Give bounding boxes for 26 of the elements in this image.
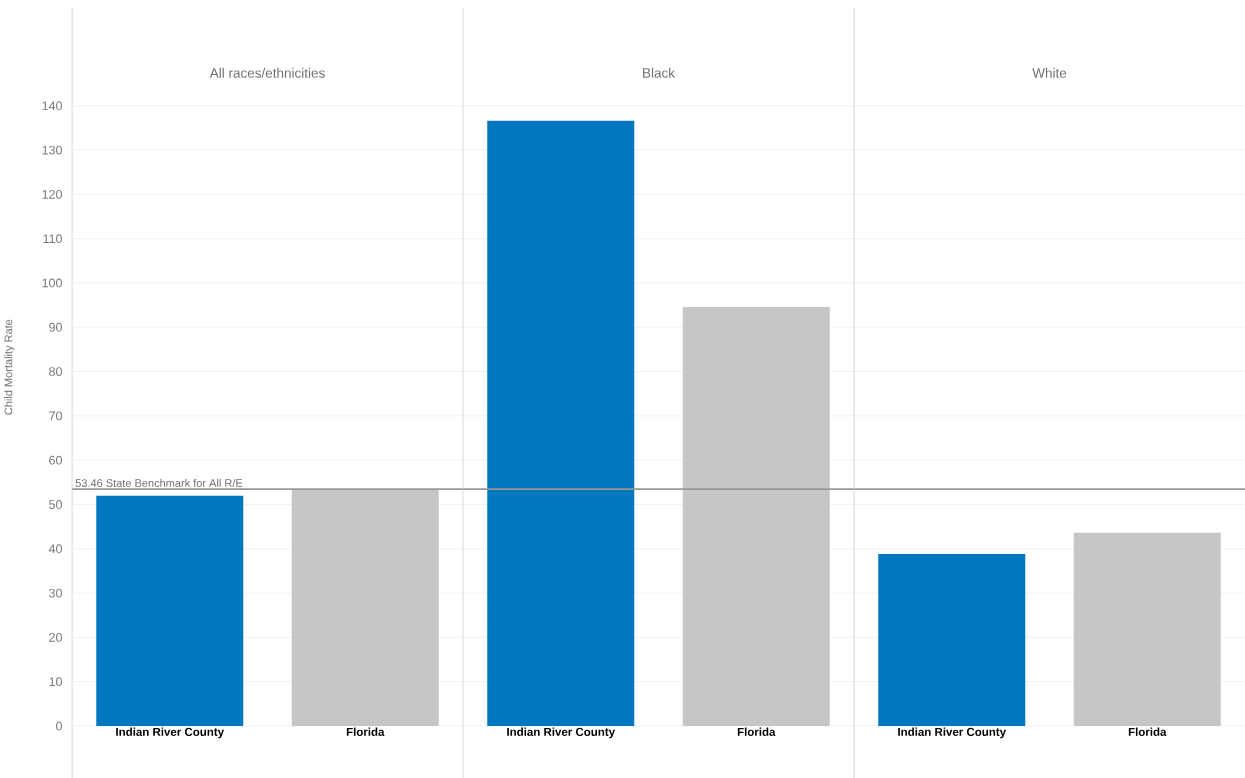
y-tick-label: 90 <box>49 322 62 332</box>
text: All races/ethnicities <box>209 67 325 78</box>
y-tick-label: 110 <box>43 234 62 244</box>
y-tick-label: 20 <box>49 632 62 642</box>
text: Black <box>643 67 676 78</box>
y-tick-label: 100 <box>42 278 62 288</box>
y-tick-label: 60 <box>49 455 62 465</box>
x-tick-label: Florida <box>737 727 776 736</box>
x-tick-label: Indian River County <box>898 727 1006 739</box>
y-tick-label: 40 <box>48 544 62 554</box>
x-tick-label: Florida <box>346 727 385 736</box>
text: White <box>1032 67 1067 78</box>
y-tick-label: 130 <box>42 145 62 155</box>
x-tick-label: Indian River County <box>116 727 224 739</box>
y-tick-label: 50 <box>49 500 62 509</box>
y-tick-label: 80 <box>49 367 62 377</box>
y-tick-label: 30 <box>49 588 62 598</box>
y-tick-label: 120 <box>42 189 62 199</box>
ref-line-label: 53.46 State Benchmark for All R/E <box>75 478 243 487</box>
y-tick-label: 0 <box>56 721 62 731</box>
y-tick-label: 70 <box>49 411 62 421</box>
y-tick-label: 140 <box>42 101 62 111</box>
y-axis-title: Child Mortality Rate <box>4 319 15 415</box>
y-tick-label: 10 <box>49 677 62 687</box>
x-tick-label: Florida <box>1128 727 1167 736</box>
x-tick-label: Indian River County <box>507 727 615 739</box>
